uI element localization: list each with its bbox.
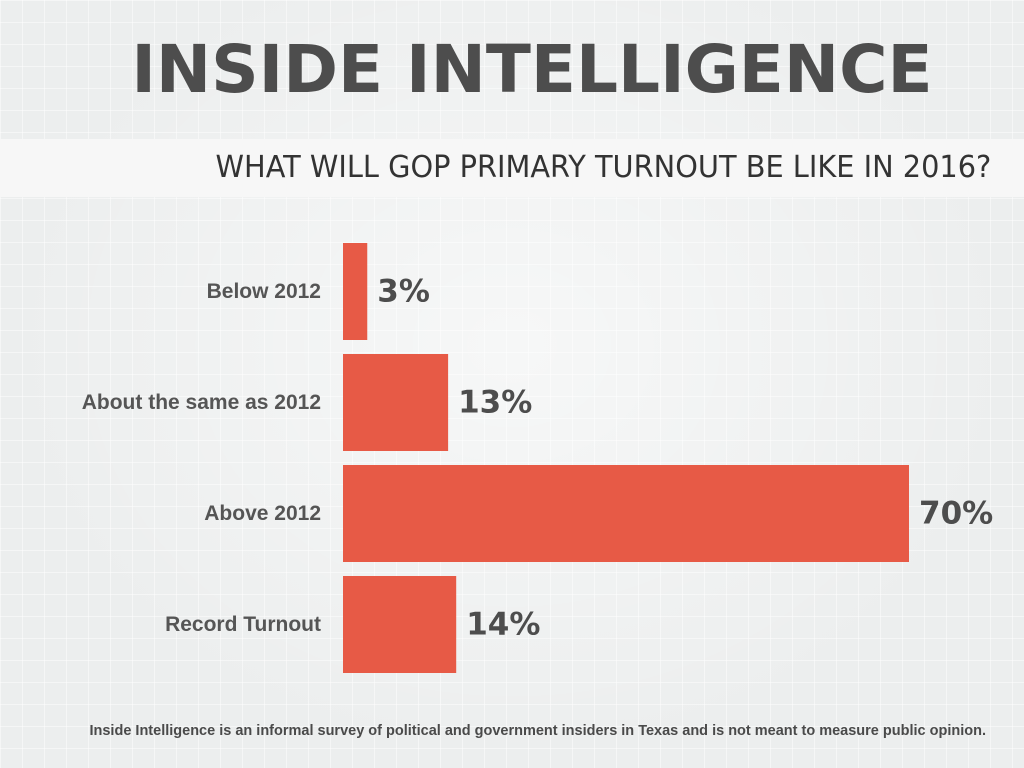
- bar: [343, 354, 449, 451]
- value-label: 70%: [919, 496, 993, 532]
- survey-question: WHAT WILL GOP PRIMARY TURNOUT BE LIKE IN…: [215, 150, 992, 185]
- value-label: 3%: [377, 274, 430, 310]
- category-label: Below 2012: [207, 280, 321, 303]
- value-label: 14%: [466, 607, 540, 643]
- bar-chart: Below 2012 3% About the same as 2012 13% Abo…: [82, 243, 993, 673]
- bar: [343, 465, 909, 562]
- page-title: INSIDE INTELLIGENCE: [131, 31, 933, 108]
- category-label: Record Turnout: [165, 613, 321, 636]
- value-label: 13%: [458, 385, 532, 421]
- footnote: Inside Intelligence is an informal surve…: [89, 723, 986, 739]
- bar: [343, 243, 368, 340]
- question-band: [0, 139, 1024, 197]
- category-label: About the same as 2012: [82, 391, 321, 414]
- category-label: Above 2012: [204, 502, 321, 525]
- bar: [343, 576, 457, 673]
